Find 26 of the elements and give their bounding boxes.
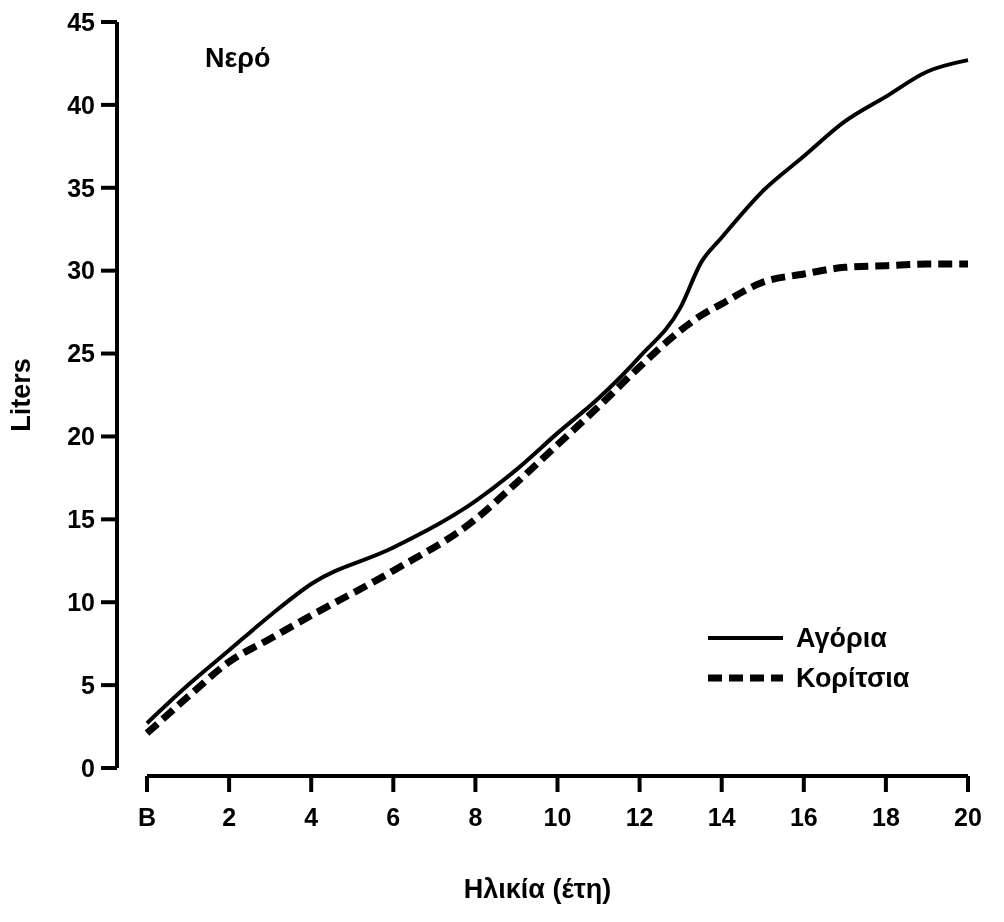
x-tick-label: 2	[222, 803, 237, 831]
y-tick-label: 45	[67, 7, 96, 36]
x-tick-label: B	[137, 803, 157, 831]
y-tick-label: 15	[67, 505, 96, 534]
y-tick-label: 30	[67, 256, 95, 285]
annotation: Νερό	[205, 43, 271, 73]
x-tick-label: 10	[543, 803, 572, 831]
x-tick-label: 16	[789, 803, 818, 831]
legend-label: Αγόρια	[796, 623, 888, 654]
x-axis-title: Ηλικία (έτη)	[463, 874, 612, 904]
x-tick-label: 8	[468, 803, 483, 831]
x-tick-label: 6	[386, 803, 401, 831]
x-tick-label: 18	[871, 803, 900, 831]
y-tick-label: 40	[67, 90, 95, 119]
y-axis-title: Liters	[6, 358, 36, 432]
x-tick-label: 4	[304, 803, 319, 831]
y-tick-label: 10	[67, 587, 95, 616]
x-tick-label: 14	[707, 803, 736, 831]
y-tick-label: 35	[67, 173, 96, 202]
y-tick-label: 25	[67, 339, 96, 368]
x-tick-label: 12	[625, 803, 654, 831]
legend-label: Κορίτσια	[796, 663, 910, 694]
y-tick-label: 5	[81, 670, 96, 699]
y-tick-label: 0	[81, 753, 95, 782]
y-tick-label: 20	[67, 422, 95, 451]
x-tick-label: 20	[954, 803, 982, 831]
